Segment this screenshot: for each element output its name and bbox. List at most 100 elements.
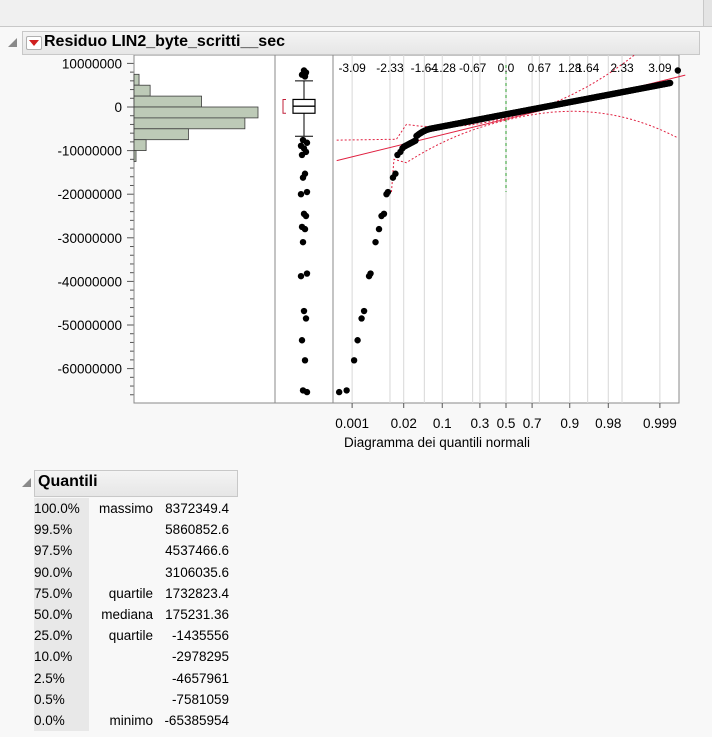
- p-tick-label: 0.02: [391, 416, 417, 431]
- outlier-point: [303, 188, 311, 196]
- quantile-tail-point: [384, 188, 392, 196]
- z-tick-label: 2.33: [610, 61, 634, 75]
- z-tick-label: 1.64: [576, 61, 600, 75]
- outlier-point: [303, 139, 311, 146]
- shortest-half-bracket: [282, 98, 286, 114]
- quantile-value: 1732823.4: [165, 585, 229, 601]
- quantiles-table: 100.0% massimo 8372349.4 99.5% 5860852.6 97.5…: [34, 498, 229, 732]
- p-tick-label: 0.5: [497, 416, 516, 431]
- quantiles-title: Quantili: [38, 473, 98, 490]
- quantile-value: 5860852.6: [165, 522, 229, 538]
- histogram-bar: [133, 150, 137, 162]
- y-tick-label: -40000000: [57, 274, 122, 289]
- toolbar-edge: [703, 0, 712, 26]
- red-triangle-menu-icon[interactable]: [26, 36, 42, 50]
- quantile-percent: 75.0%: [34, 582, 89, 604]
- z-tick-label: -1.28: [429, 61, 457, 75]
- z-tick-label: -1.64: [411, 61, 439, 75]
- quantile-row: 50.0% mediana 175231.36: [34, 603, 229, 626]
- outlier-point: [302, 315, 310, 322]
- quantile-tail-point: [354, 337, 361, 344]
- p-tick-label: 0.7: [523, 416, 542, 431]
- quantile-row: 2.5% -4657961: [34, 667, 229, 689]
- quantile-percent: 97.5%: [34, 540, 89, 562]
- y-tick-label: -20000000: [57, 187, 122, 202]
- z-tick-label: 1.28: [558, 61, 582, 75]
- quantile-percent: 0.0%: [34, 709, 89, 732]
- quantile-tail-point: [358, 315, 365, 322]
- confidence-band-lower: [390, 110, 679, 193]
- z-tick-label: -3.09: [338, 61, 366, 75]
- outlier-point: [302, 212, 310, 220]
- outlier-point: [297, 272, 305, 280]
- quantile-tail-point: [343, 387, 350, 394]
- quantile-label: minimo: [109, 712, 153, 728]
- histogram-bar: [133, 106, 259, 119]
- quantile-percent: 50.0%: [34, 603, 89, 626]
- p-tick-label: 0.001: [335, 416, 369, 431]
- y-tick-label: -60000000: [57, 362, 122, 377]
- y-axis: 10000000 0 -10000000 -20000000 -30000000 -400…: [57, 55, 135, 403]
- quantile-label: [89, 689, 153, 710]
- quantile-row: 75.0% quartile 1732823.4: [34, 582, 229, 604]
- quantile-row: 0.5% -7581059: [34, 688, 229, 710]
- quantile-row: 99.5% 5860852.6: [34, 519, 229, 541]
- quantile-tail-point: [350, 357, 358, 364]
- outlier-point: [300, 307, 308, 315]
- normal-quantile-plot: -3.09 -2.33 -1.64-1.28 -0.67 0.0 0.67 1.281.64…: [335, 55, 686, 431]
- quantile-label: [89, 646, 153, 667]
- quantile-value: -65385954: [164, 712, 229, 728]
- quantile-percent: 100.0%: [34, 498, 89, 520]
- p-tick-label: 0.999: [643, 416, 677, 431]
- histogram-bar: [133, 128, 189, 141]
- histogram: [133, 73, 259, 162]
- y-tick-label: -30000000: [57, 231, 122, 246]
- quantile-row: 25.0% quartile -1435556: [34, 625, 229, 647]
- quantile-tail-point: [367, 270, 374, 277]
- quantile-tail-point: [360, 307, 368, 315]
- y-tick-label: -10000000: [57, 144, 122, 159]
- quantile-percent: 25.0%: [34, 625, 89, 647]
- quantile-row: 0.0% minimo -65385954: [34, 709, 229, 732]
- quantile-percent: 90.0%: [34, 561, 89, 583]
- quantile-label: [89, 540, 153, 561]
- quantiles-disclosure-icon[interactable]: [22, 478, 31, 487]
- quantiles-header: [34, 470, 238, 497]
- quantile-label: [89, 519, 153, 540]
- z-tick-label: -0.67: [459, 61, 487, 75]
- quantile-row: 100.0% massimo 8372349.4: [34, 498, 229, 520]
- quantile-label: mediana: [101, 607, 153, 623]
- quantile-tail-point: [335, 388, 343, 396]
- outlier-point: [298, 151, 306, 159]
- disclosure-open-icon[interactable]: [8, 38, 17, 47]
- quantile-tail-point: [399, 145, 406, 152]
- z-tick-label: 3.09: [648, 61, 672, 75]
- quantile-row: 97.5% 4537466.6: [34, 540, 229, 562]
- p-tick-label: 0.9: [560, 416, 579, 431]
- p-tick-label: 0.1: [433, 416, 452, 431]
- quantile-row: 10.0% -2978295: [34, 646, 229, 668]
- histogram-bar: [133, 117, 246, 130]
- quantile-label: [89, 668, 153, 689]
- quantile-label: quartile: [108, 628, 153, 644]
- quantile-value: 3106035.6: [165, 564, 229, 580]
- z-tick-label: 0.67: [528, 61, 552, 75]
- quantile-tail-point: [392, 170, 399, 177]
- quantile-value: 175231.36: [165, 607, 229, 623]
- outlier-point: [297, 191, 305, 198]
- y-tick-label: 0: [114, 100, 122, 115]
- outlier-point: [299, 238, 307, 246]
- histogram-bar: [133, 95, 202, 108]
- quantile-value: -2978295: [171, 649, 229, 665]
- quantile-tail-point: [372, 238, 379, 246]
- quantile-value: -1435556: [171, 628, 229, 644]
- z-tick-label: 0.0: [498, 61, 515, 75]
- quantile-percent: 0.5%: [34, 688, 89, 710]
- quantile-value: -4657961: [171, 670, 229, 686]
- quantile-percent: 2.5%: [34, 667, 89, 689]
- outlier-point: [303, 388, 311, 396]
- p-tick-label: 0.3: [471, 416, 490, 431]
- quantile-tail-point: [674, 67, 682, 74]
- quantile-row: 90.0% 3106035.6: [34, 561, 229, 583]
- quantile-label: [89, 562, 153, 583]
